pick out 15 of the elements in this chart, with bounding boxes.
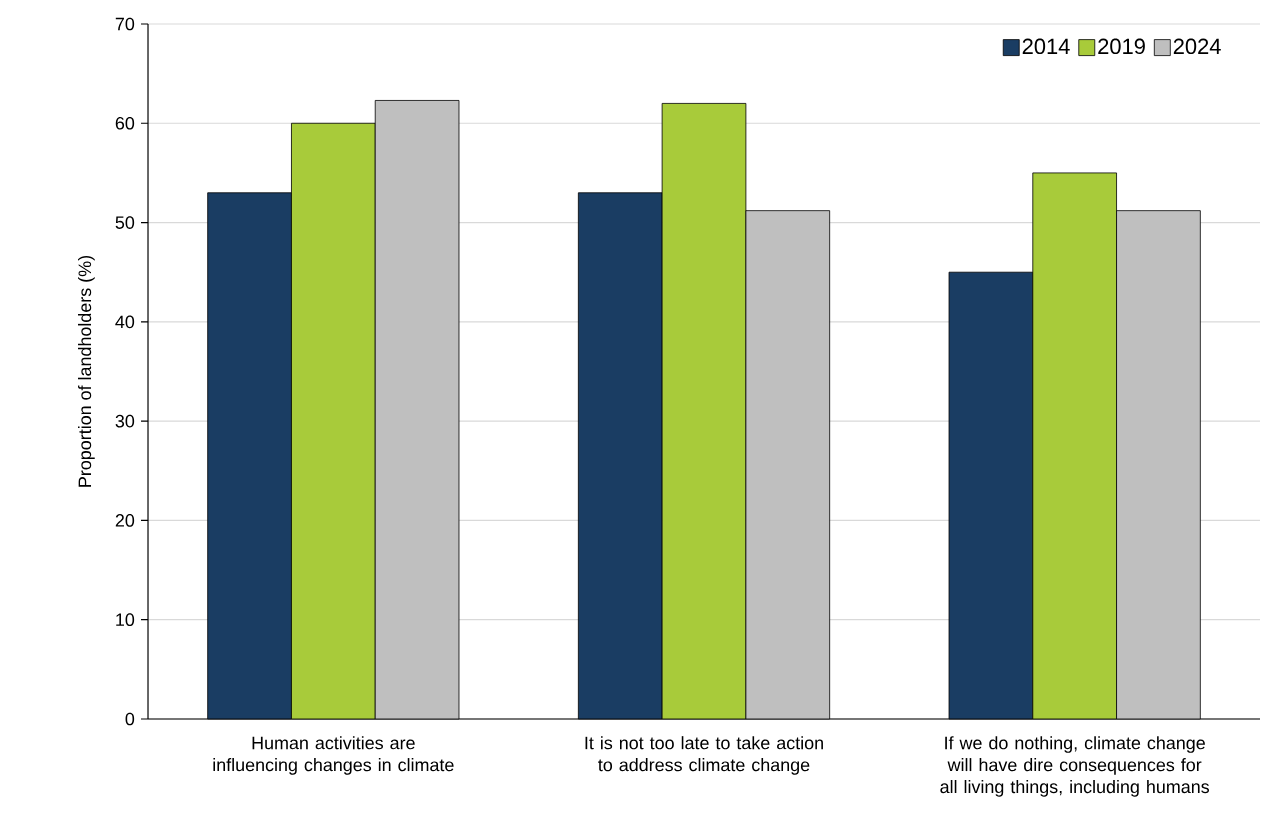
y-tick-label: 50 <box>115 216 135 229</box>
y-tick-label: 30 <box>115 414 135 428</box>
legend-label: 2014 <box>1022 38 1070 55</box>
y-tick-label: 70 <box>115 17 135 31</box>
x-tick-label: Human activities are influencing changes in climate <box>213 736 454 775</box>
legend-label: 2024 <box>1173 38 1221 55</box>
x-tick-label: If we do nothing, climate change will have dire consequences for all living things, including humans <box>940 736 1210 797</box>
y-axis-title: Proportion of landholders (%) <box>78 256 95 487</box>
y-tick-label: 10 <box>116 613 135 627</box>
y-tick-label: 0 <box>125 712 135 726</box>
legend-label: 2019 <box>1098 38 1145 55</box>
y-tick-label: 40 <box>115 315 135 329</box>
x-tick-label: It is not too late to take action to address climate change <box>585 736 823 775</box>
y-tick-label: 20 <box>115 514 135 527</box>
y-tick-label: 60 <box>115 116 135 130</box>
